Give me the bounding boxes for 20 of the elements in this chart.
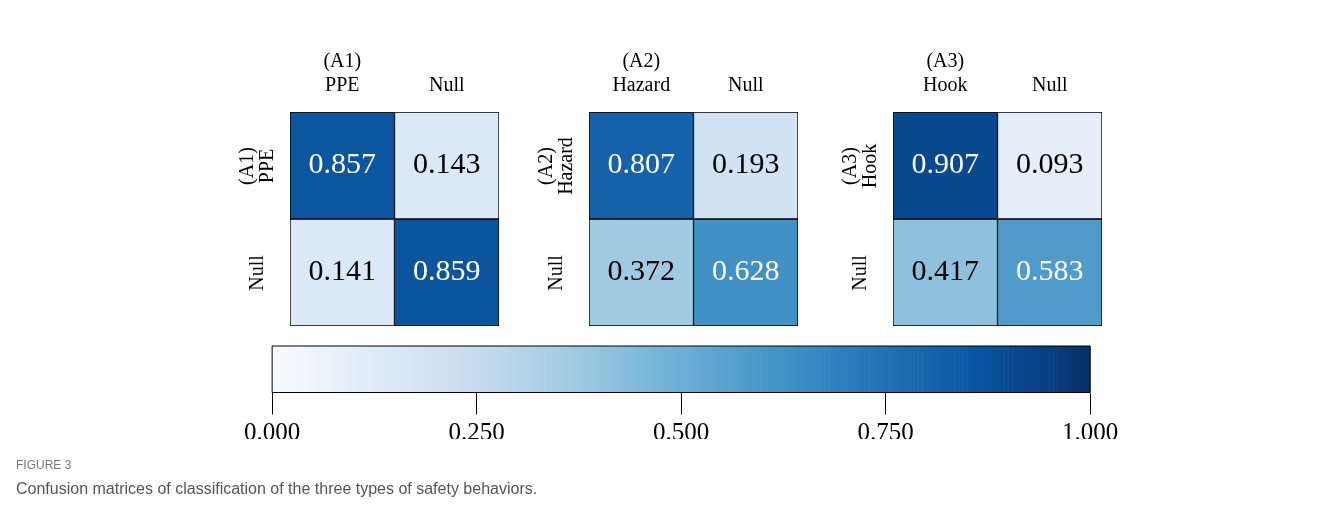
x-tick-label: (A3) Hook [923, 49, 968, 96]
data-label: 0.372 [607, 253, 675, 287]
x-tick-label: (A2) Hazard [612, 49, 671, 96]
data-label: 0.583 [1016, 253, 1084, 287]
x-tick-label: Null [727, 73, 764, 96]
data-label: 0.907 [911, 146, 979, 180]
data-label: 0.417 [911, 253, 979, 287]
data-label: 0.857 [308, 146, 376, 180]
x-tick-label: Null [428, 73, 465, 96]
data-label: 0.859 [413, 253, 481, 287]
data-label: 0.807 [607, 146, 675, 180]
data-label: 0.193 [712, 146, 780, 180]
data-label: 0.141 [308, 253, 376, 287]
text: Confusion matrices of classification of the three types of safety behaviors. [16, 480, 538, 498]
data-label: 0.093 [1016, 146, 1084, 180]
caption: FIGURE 3 [16, 458, 72, 472]
x-tick-label: Null [1031, 73, 1068, 96]
data-label: 0.628 [712, 253, 780, 287]
data-label: 0.143 [413, 146, 481, 180]
x-tick-label: (A1) PPE [323, 49, 362, 96]
